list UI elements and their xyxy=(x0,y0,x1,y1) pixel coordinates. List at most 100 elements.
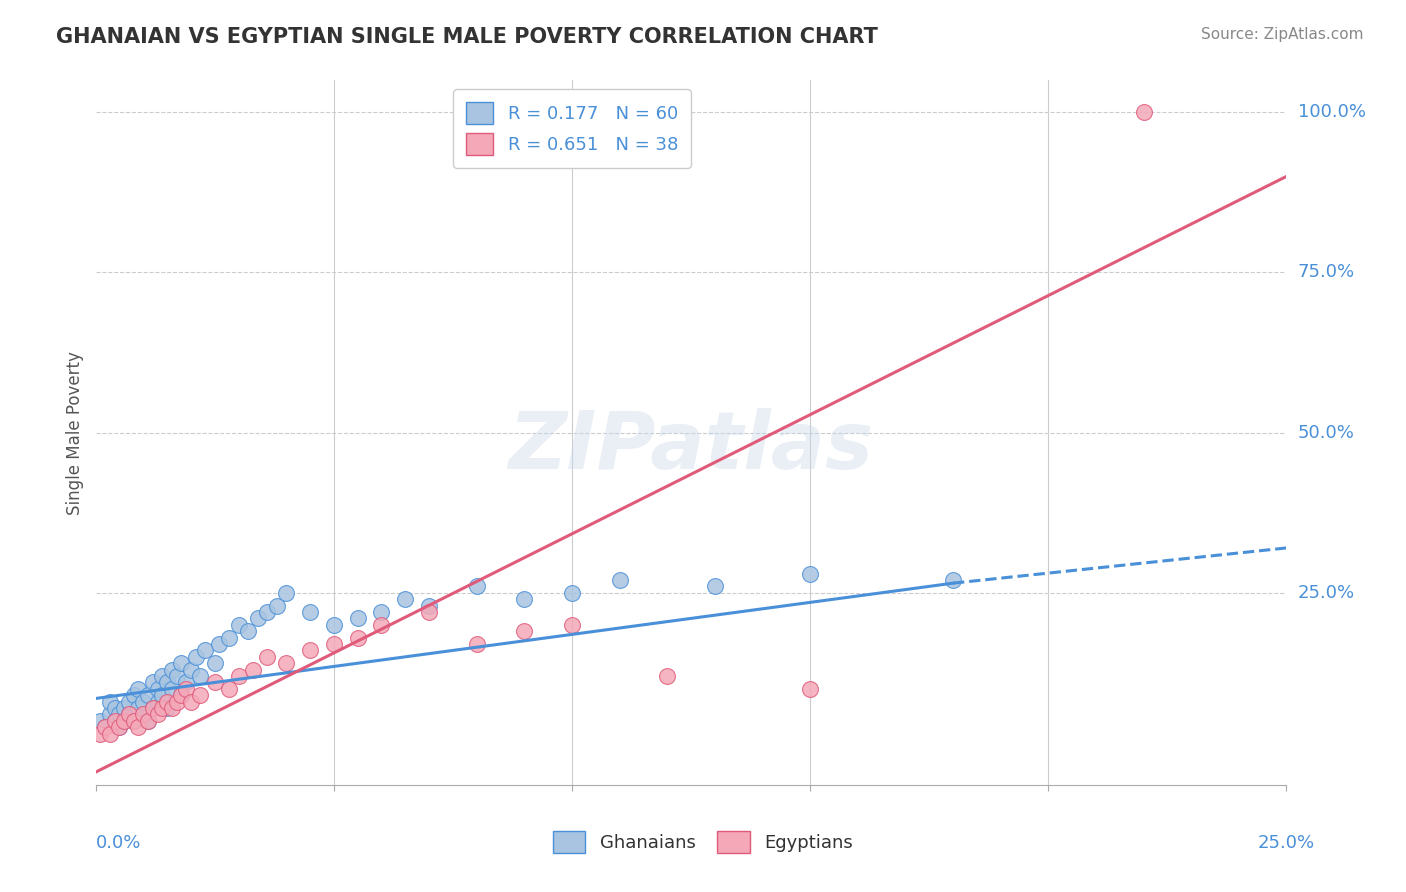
Point xyxy=(184,649,207,664)
Point xyxy=(174,675,197,690)
Point xyxy=(132,707,155,722)
Point xyxy=(256,649,278,664)
Text: Source: ZipAtlas.com: Source: ZipAtlas.com xyxy=(1201,27,1364,42)
Point xyxy=(394,592,416,607)
Y-axis label: Single Male Poverty: Single Male Poverty xyxy=(66,351,84,515)
Point xyxy=(561,617,583,632)
Point xyxy=(170,688,193,702)
Point xyxy=(1132,105,1154,120)
Point xyxy=(118,695,141,709)
Text: 75.0%: 75.0% xyxy=(1298,263,1355,282)
Legend: R = 0.177   N = 60, R = 0.651   N = 38: R = 0.177 N = 60, R = 0.651 N = 38 xyxy=(453,89,690,168)
Point xyxy=(242,663,264,677)
Point xyxy=(465,637,488,651)
Point xyxy=(150,701,173,715)
Point xyxy=(266,599,288,613)
Point xyxy=(942,573,965,587)
Point xyxy=(465,579,488,593)
Point xyxy=(166,695,188,709)
Point xyxy=(122,688,145,702)
Point xyxy=(142,675,165,690)
Point xyxy=(346,631,368,645)
Point xyxy=(370,617,392,632)
Point xyxy=(204,657,226,671)
Point xyxy=(127,681,149,696)
Point xyxy=(142,701,165,715)
Point xyxy=(118,707,141,722)
Point xyxy=(104,701,127,715)
Point xyxy=(346,611,368,625)
Point xyxy=(609,573,631,587)
Text: 25.0%: 25.0% xyxy=(1257,834,1315,852)
Point xyxy=(112,701,135,715)
Point xyxy=(98,695,121,709)
Point xyxy=(322,617,344,632)
Point xyxy=(190,688,212,702)
Point xyxy=(112,714,135,728)
Point xyxy=(104,714,127,728)
Point xyxy=(194,643,217,657)
Text: 100.0%: 100.0% xyxy=(1298,103,1365,121)
Point xyxy=(799,681,821,696)
Point xyxy=(561,586,583,600)
Point xyxy=(190,669,212,683)
Point xyxy=(298,643,321,657)
Point xyxy=(228,669,250,683)
Text: ZIPatlas: ZIPatlas xyxy=(509,408,873,486)
Point xyxy=(146,695,169,709)
Point xyxy=(204,675,226,690)
Point xyxy=(127,701,149,715)
Point xyxy=(160,681,183,696)
Point xyxy=(799,566,821,581)
Point xyxy=(276,586,298,600)
Point xyxy=(98,707,121,722)
Point xyxy=(370,605,392,619)
Point xyxy=(513,592,536,607)
Point xyxy=(170,657,193,671)
Point xyxy=(108,720,131,734)
Point xyxy=(89,727,111,741)
Point xyxy=(418,605,440,619)
Point xyxy=(513,624,536,639)
Point xyxy=(146,681,169,696)
Point xyxy=(132,695,155,709)
Point xyxy=(218,681,240,696)
Text: 50.0%: 50.0% xyxy=(1298,424,1354,442)
Point xyxy=(170,688,193,702)
Point xyxy=(236,624,259,639)
Point xyxy=(208,637,231,651)
Point xyxy=(322,637,344,651)
Point xyxy=(228,617,250,632)
Point xyxy=(150,669,173,683)
Point xyxy=(98,727,121,741)
Point xyxy=(246,611,269,625)
Text: GHANAIAN VS EGYPTIAN SINGLE MALE POVERTY CORRELATION CHART: GHANAIAN VS EGYPTIAN SINGLE MALE POVERTY… xyxy=(56,27,879,46)
Point xyxy=(657,669,679,683)
Point xyxy=(104,714,127,728)
Point xyxy=(108,707,131,722)
Text: 25.0%: 25.0% xyxy=(1298,583,1355,602)
Point xyxy=(174,681,197,696)
Point xyxy=(160,663,183,677)
Point xyxy=(94,720,117,734)
Point xyxy=(136,714,159,728)
Point xyxy=(136,714,159,728)
Point xyxy=(112,714,135,728)
Legend: Ghanaians, Egyptians: Ghanaians, Egyptians xyxy=(546,824,860,861)
Point xyxy=(156,701,179,715)
Point xyxy=(180,695,202,709)
Point xyxy=(108,720,131,734)
Text: 0.0%: 0.0% xyxy=(96,834,141,852)
Point xyxy=(160,701,183,715)
Point xyxy=(118,707,141,722)
Point xyxy=(156,695,179,709)
Point xyxy=(122,714,145,728)
Point xyxy=(156,675,179,690)
Point xyxy=(132,707,155,722)
Point xyxy=(218,631,240,645)
Point xyxy=(276,657,298,671)
Point xyxy=(94,720,117,734)
Point xyxy=(146,707,169,722)
Point xyxy=(136,688,159,702)
Point xyxy=(418,599,440,613)
